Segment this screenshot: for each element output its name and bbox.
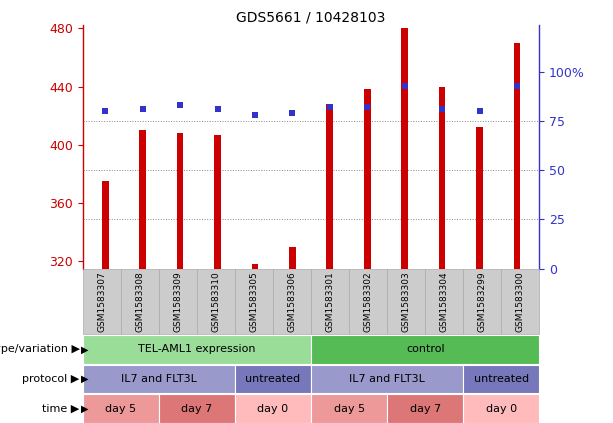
Text: day 7: day 7	[181, 404, 213, 414]
Text: control: control	[406, 344, 444, 354]
Text: untreated: untreated	[245, 374, 300, 384]
Text: day 5: day 5	[105, 404, 136, 414]
Text: GSM1583307: GSM1583307	[97, 271, 106, 332]
Text: GSM1583309: GSM1583309	[173, 271, 183, 332]
Text: day 5: day 5	[333, 404, 365, 414]
Text: TEL-AML1 expression: TEL-AML1 expression	[138, 344, 256, 354]
Text: ▶: ▶	[81, 374, 88, 384]
Text: ▶: ▶	[81, 344, 88, 354]
Bar	[214, 135, 221, 269]
Text: ▶: ▶	[81, 404, 88, 414]
Text: IL7 and FLT3L: IL7 and FLT3L	[121, 374, 197, 384]
Bar	[364, 89, 371, 269]
Bar	[327, 104, 333, 269]
Text: GSM1583304: GSM1583304	[440, 271, 449, 332]
Bar	[139, 130, 146, 269]
Bar	[514, 43, 520, 269]
Text: GSM1583306: GSM1583306	[287, 271, 297, 332]
Text: GSM1583301: GSM1583301	[326, 271, 335, 332]
Text: untreated: untreated	[474, 374, 529, 384]
Text: day 7: day 7	[409, 404, 441, 414]
Bar	[177, 133, 183, 269]
Bar	[476, 127, 483, 269]
Text: protocol ▶: protocol ▶	[23, 374, 80, 384]
Text: day 0: day 0	[486, 404, 517, 414]
Text: time ▶: time ▶	[42, 404, 80, 414]
Text: GSM1583299: GSM1583299	[478, 271, 487, 332]
Bar	[439, 87, 446, 269]
Text: GSM1583303: GSM1583303	[402, 271, 411, 332]
Bar	[289, 247, 295, 269]
Text: GSM1583305: GSM1583305	[249, 271, 259, 332]
Text: GSM1583300: GSM1583300	[516, 271, 525, 332]
Title: GDS5661 / 10428103: GDS5661 / 10428103	[237, 10, 386, 24]
Text: GSM1583302: GSM1583302	[364, 271, 373, 332]
Text: GSM1583310: GSM1583310	[211, 271, 221, 332]
Bar	[251, 264, 258, 269]
Text: day 0: day 0	[257, 404, 289, 414]
Text: IL7 and FLT3L: IL7 and FLT3L	[349, 374, 425, 384]
Text: genotype/variation ▶: genotype/variation ▶	[0, 344, 80, 354]
Text: GSM1583308: GSM1583308	[135, 271, 144, 332]
Bar	[102, 181, 109, 269]
Bar	[402, 28, 408, 269]
